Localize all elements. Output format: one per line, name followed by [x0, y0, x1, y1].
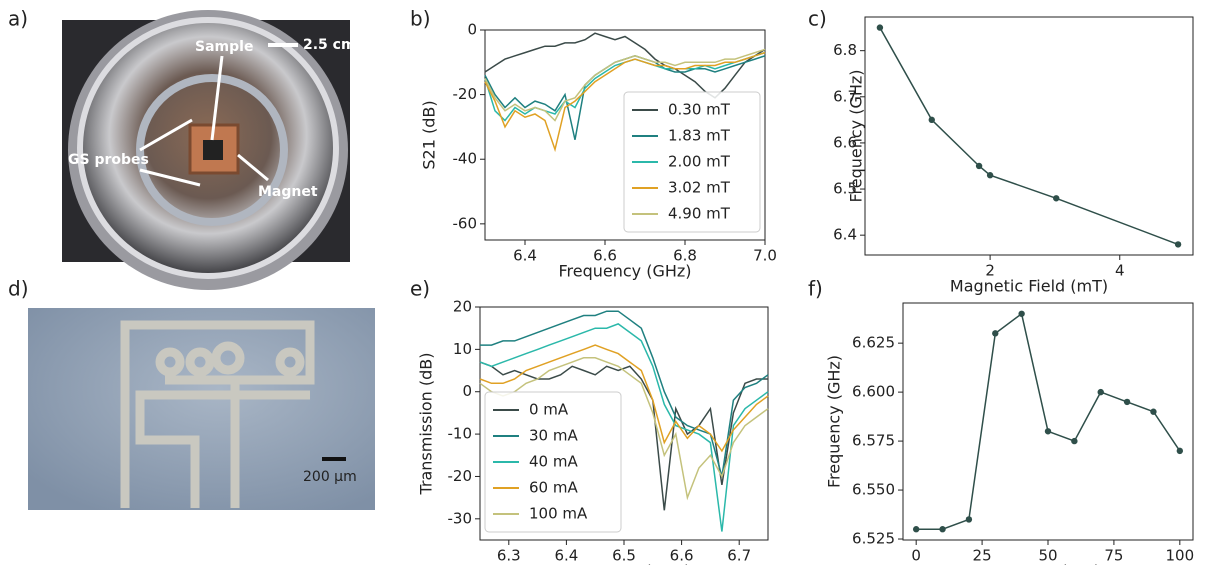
y-axis-label: Frequency (GHz)	[825, 355, 844, 488]
data-point	[1150, 408, 1157, 415]
photo-d: 200 µm	[28, 308, 375, 510]
panel-label: c)	[808, 7, 827, 31]
y-tick-label: 6.575	[852, 432, 895, 450]
legend-label: 4.90 mT	[668, 205, 731, 223]
y-tick-label: 6.5	[833, 180, 857, 198]
data-line	[484, 48, 766, 122]
photo-a: 2.5 cm Sample GS probes Magnet	[62, 10, 356, 290]
data-point	[1044, 428, 1052, 435]
y-tick-label: 6.600	[852, 383, 895, 401]
plot-frame	[864, 16, 1194, 256]
y-tick-label: 6.7	[833, 87, 857, 105]
y-tick-label: 6.4	[833, 226, 857, 244]
legend-label: 1.83 mT	[668, 127, 731, 145]
x-tick-label: 50	[1038, 547, 1057, 565]
y-tick-label: 20	[453, 298, 472, 316]
data-point	[928, 116, 935, 124]
photo-annotation: Magnet	[258, 184, 318, 200]
x-tick-label: 6.6	[670, 547, 694, 565]
x-tick-label: 2	[985, 262, 995, 280]
data-point	[1053, 195, 1060, 202]
data-point	[912, 526, 920, 533]
data-point	[975, 162, 983, 170]
legend-label: 60 mA	[529, 479, 578, 497]
data-point	[939, 526, 946, 533]
panel-label: d)	[8, 277, 29, 301]
panel-label: a)	[8, 7, 28, 31]
y-tick-label: 6.525	[852, 530, 895, 548]
data-point	[965, 516, 973, 523]
data-line	[916, 312, 1181, 530]
x-tick-label: 100	[1165, 547, 1194, 565]
scale-label: 2.5 cm	[303, 37, 356, 53]
x-axis-label: Frequency (GHz)	[558, 262, 691, 281]
panel-label: f)	[808, 277, 823, 301]
y-tick-label: 10	[453, 340, 472, 358]
photo-annotation: GS probes	[68, 152, 149, 168]
y-tick-label: 0	[462, 382, 472, 400]
y-tick-label: -30	[448, 509, 473, 527]
panel-label: b)	[410, 7, 431, 31]
legend-label: 2.00 mT	[668, 153, 731, 171]
x-tick-label: 6.6	[593, 247, 617, 265]
x-tick-label: 4	[1115, 262, 1125, 280]
y-tick-label: 6.550	[852, 481, 895, 499]
y-tick-label: -20	[448, 467, 473, 485]
data-point	[1071, 437, 1078, 445]
data-point	[876, 24, 884, 31]
x-tick-label: 25	[973, 547, 992, 565]
x-axis-label: Current (mA)	[996, 562, 1100, 565]
scale-label: 200 µm	[303, 469, 357, 485]
photo-annotation: Sample	[195, 39, 253, 55]
legend-label: 3.02 mT	[668, 179, 731, 197]
data-point	[1018, 310, 1025, 317]
y-axis-label: Transmission (dB)	[417, 352, 436, 495]
x-tick-label: 6.4	[554, 547, 578, 565]
x-tick-label: 6.8	[673, 247, 697, 265]
x-tick-label: 0	[911, 547, 921, 565]
plot-frame	[484, 29, 766, 241]
x-axis-label: Magnetic Field (mT)	[950, 277, 1108, 296]
y-tick-label: -20	[453, 85, 478, 103]
y-axis-label: Frequency (GHz)	[847, 69, 866, 202]
data-line	[484, 51, 766, 153]
data-line	[479, 344, 769, 453]
legend-box	[484, 391, 622, 533]
y-tick-label: -10	[448, 425, 473, 443]
data-line	[479, 323, 769, 532]
data-point	[1123, 398, 1131, 406]
x-tick-label: 75	[1104, 547, 1123, 565]
y-tick-label: 6.6	[833, 133, 857, 151]
y-tick-label: -40	[453, 150, 478, 168]
x-tick-label: 7.0	[753, 247, 777, 265]
x-tick-label: 6.7	[727, 547, 751, 565]
data-point	[1174, 241, 1182, 248]
legend-label: 40 mA	[529, 453, 578, 471]
y-tick-label: 6.8	[833, 41, 857, 59]
legend-label: 30 mA	[529, 427, 578, 445]
legend-box	[623, 91, 761, 233]
x-tick-label: 6.3	[497, 547, 521, 565]
x-axis-label: Frequency (GHz)	[557, 562, 690, 565]
data-line	[879, 27, 1179, 246]
panel-label: e)	[410, 277, 430, 301]
x-tick-label: 6.5	[612, 547, 636, 565]
data-point	[1176, 447, 1184, 455]
x-tick-label: 6.4	[513, 247, 537, 265]
data-point	[992, 330, 999, 337]
data-line	[480, 310, 769, 477]
y-axis-label: S21 (dB)	[420, 100, 439, 169]
y-tick-label: -60	[453, 214, 478, 232]
legend-label: 100 mA	[529, 505, 588, 523]
y-tick-label: 0	[467, 21, 477, 39]
data-line	[479, 357, 769, 501]
legend-label: 0.30 mT	[668, 101, 731, 119]
y-tick-label: 6.625	[852, 334, 895, 352]
legend-label: 0 mA	[529, 401, 569, 419]
data-point	[1097, 388, 1104, 396]
plot-frame	[902, 302, 1194, 541]
data-point	[986, 172, 994, 179]
